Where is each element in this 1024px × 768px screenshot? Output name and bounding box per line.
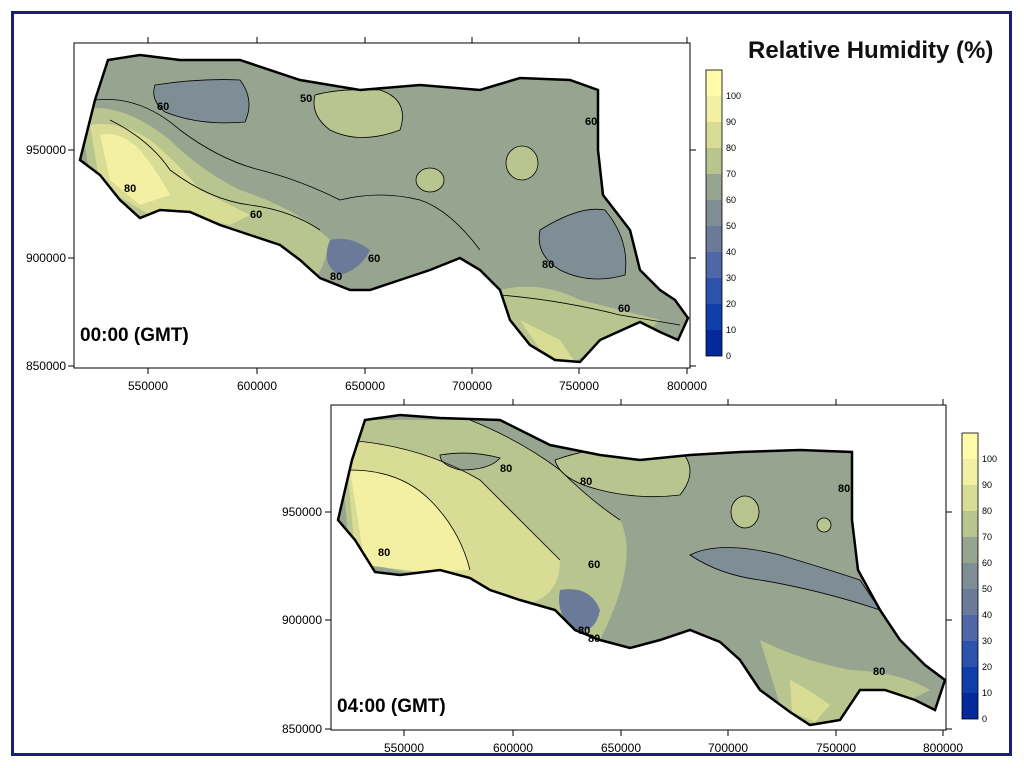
map-2-x-tick: 800000 [923,741,963,755]
map-1-colorbar-label: 90 [726,117,736,127]
map-2-contour-label: 80 [838,483,850,495]
map-1-colorbar-label: 10 [726,325,736,335]
map-2-x-tick: 650000 [601,741,641,755]
map-2-colorbar-label: 30 [982,636,992,646]
map-1-contour-label: 60 [157,101,169,113]
map-1-colorbar-label: 0 [726,351,731,361]
map-2-colorbar-label: 80 [982,506,992,516]
map-1-region [80,55,688,362]
map-1-x-tick: 800000 [667,379,707,393]
map-1-x-tick: 700000 [452,379,492,393]
map-1-contour-label: 80 [542,259,554,271]
map-2-colorbar-label: 40 [982,610,992,620]
map-2-x-tick: 550000 [384,741,424,755]
map-1-time-label: 00:00 (GMT) [80,325,189,346]
map-1-x-tick: 750000 [559,379,599,393]
map-1-colorbar [705,69,723,357]
map-2-colorbar-label: 100 [982,454,997,464]
map-2-colorbar-label: 10 [982,688,992,698]
map-2-y-tick: 900000 [282,613,322,627]
map-1-colorbar-label: 30 [726,273,736,283]
map-2-colorbar-label: 70 [982,532,992,542]
map-1-contour-label: 60 [368,253,380,265]
map-1-axis-ticks [68,37,696,374]
map-1-colorbar-label: 80 [726,143,736,153]
map-1-x-tick: 550000 [128,379,168,393]
map-1-x-tick: 600000 [237,379,277,393]
map-2-y-tick: 850000 [282,722,322,736]
map-2-colorbar-label: 60 [982,558,992,568]
map-1-x-tick: 650000 [345,379,385,393]
figure-frame [11,11,1012,756]
map-2-contour-label: 80 [378,547,390,559]
map-1-y-tick: 900000 [26,251,66,265]
map-1-colorbar-label: 50 [726,221,736,231]
map-1-colorbar-label: 20 [726,299,736,309]
map-2-x-tick: 700000 [708,741,748,755]
map-1-contour-label: 80 [124,183,136,195]
map-2-contour-label: 80 [500,463,512,475]
map-2-contour-label: 80 [578,625,590,637]
map-1-y-tick: 850000 [26,359,66,373]
map-2-colorbar-label: 20 [982,662,992,672]
map-2-colorbar-label: 50 [982,584,992,594]
map-1-colorbar-label: 40 [726,247,736,257]
map-2-x-tick: 600000 [493,741,533,755]
map-2-y-tick: 950000 [282,505,322,519]
map-2-colorbar [961,432,979,720]
map-1-colorbar-label: 60 [726,195,736,205]
map-1-contour-label: 80 [330,271,342,283]
map-2-colorbar-label: 90 [982,480,992,490]
map-1-contour-label: 60 [618,303,630,315]
map-1-contour-label: 60 [250,209,262,221]
map-1-colorbar-label: 70 [726,169,736,179]
map-2-contour-label: 80 [873,666,885,678]
map-1-border [78,53,690,364]
map-1-y-tick: 950000 [26,143,66,157]
figure-title: Relative Humidity (%) [748,37,994,64]
map-2-contour-label: 60 [588,559,600,571]
map-1-contour-label: 50 [300,93,312,105]
map-2-x-tick: 750000 [816,741,856,755]
map-1-contour-label: 60 [585,116,597,128]
map-2-colorbar-label: 0 [982,714,987,724]
map-2-time-label: 04:00 (GMT) [337,696,446,717]
map-1-colorbar-label: 100 [726,91,741,101]
map-2-contour-label: 80 [580,476,592,488]
map-2-border [336,413,947,727]
map-2-contour-label: 80 [588,633,600,645]
map-2-axis-ticks [325,399,952,736]
